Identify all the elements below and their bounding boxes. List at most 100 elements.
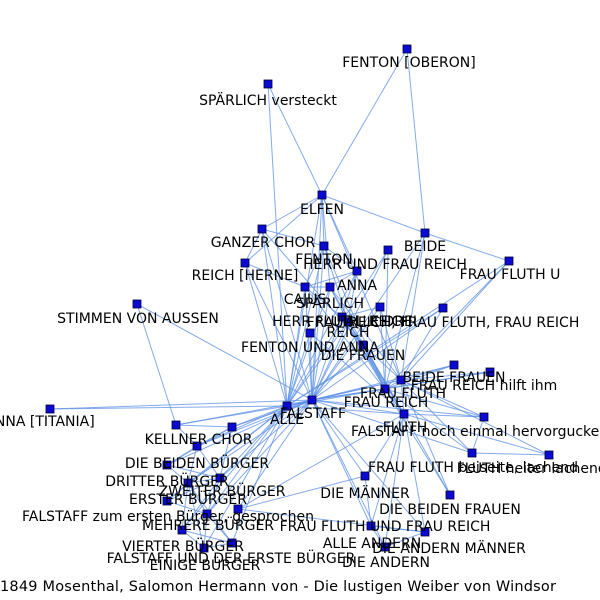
edge-falstaff_erste_burger-einige_burger (203, 542, 233, 549)
node-alle_andern (366, 521, 376, 531)
edge-die_beiden_burger-erster_burger (187, 445, 198, 484)
node-sparlich_versteckt (263, 79, 273, 89)
edge-falstaff-alle_andern (311, 399, 372, 527)
edge-frau_reich_fluth-frau_fluth (400, 307, 444, 381)
edge-die_beiden_burger-dritter_burger (166, 445, 198, 466)
node-label-falstaff_ersten: FALSTAFF zum ersten Bürger, gesprochen (22, 509, 314, 525)
node-anna (352, 266, 362, 276)
edge-frau_fluth-fluth_beiseite (400, 379, 473, 454)
edge-alle_drei-falstaff (311, 306, 381, 401)
node-frau_fluth_u (504, 256, 514, 266)
node-label-reich_herne: REICH [HERNE] (192, 268, 299, 284)
node-label-die_andern: DIE ANDERN (342, 555, 430, 571)
node-label-frau_fluth_u: FRAU FLUTH U (460, 267, 561, 283)
edge-reich_herne-alle (244, 262, 288, 407)
edge-mehrere_burger-falstaff_erste_burger (206, 513, 233, 544)
node-label-einige_burger: EINIGE BÜRGER (150, 556, 261, 574)
node-layer (45, 44, 554, 553)
node-label-elfen: ELFEN (300, 202, 344, 218)
node-frau_fluth (396, 375, 406, 385)
node-label-fenton: FENTON (295, 252, 352, 268)
node-frau_reich (380, 384, 390, 394)
edge-reich-alle (286, 321, 349, 407)
edge-alle-die_beiden_burger (196, 405, 288, 447)
edge-fenton-anna (323, 245, 358, 272)
node-fluth_nach (544, 450, 554, 460)
node-label-anna_titania: ANNA [TITANIA] (0, 414, 95, 430)
edge-elfen-frau_fluth (321, 194, 402, 381)
node-label-fenton_anna: FENTON UND ANNA (241, 340, 379, 356)
edge-falstaff-frau_fluth_frau_reich (237, 399, 313, 510)
edge-dritter_burger-zweiter_burger (166, 464, 221, 479)
node-label-fluth: FLUTH (383, 420, 427, 436)
edge-die_frauen-falstaff (311, 344, 364, 401)
edge-falstaff-chor (231, 399, 313, 428)
edge-die_andern_manner-die_andern (384, 531, 426, 548)
edge-frau_fluth_u-frau_fluth (400, 260, 510, 381)
node-frau_reich_fluth (438, 303, 448, 313)
edge-alle-falstaff_erste_burger (231, 405, 288, 544)
edge-fluth-die_andern (384, 413, 405, 548)
edge-anna-cajus (304, 270, 358, 288)
edge-anna-reich (347, 270, 358, 323)
node-label-reich: REICH (326, 325, 369, 341)
node-label-erster_burger: ERSTER BÜRGER (129, 490, 247, 508)
label-layer: FENTON [OBERON] SPÄRLICH versteckt ELFEN GA… (0, 55, 600, 574)
node-label-fluth_beiseite: FRAU FLUTH beiseite, lachend (368, 460, 578, 476)
node-stimmen (132, 299, 142, 309)
node-label-frau_reich: FRAU REICH (344, 395, 429, 411)
node-label-chor: CHOR (211, 432, 252, 448)
edge-reich_herne-cajus (244, 262, 306, 288)
node-alle (282, 401, 292, 411)
node-zweiter_burger (215, 473, 225, 483)
edge-erster_burger-mehrere_burger (187, 482, 208, 515)
node-die_beiden_burger (192, 441, 202, 451)
node-anna_titania (45, 404, 55, 414)
node-herr_fluth_reich (337, 312, 347, 322)
node-label-cajus: CAJUS (284, 292, 327, 308)
node-fluth_beiseite (467, 448, 477, 458)
node-die_frauen (358, 340, 368, 350)
edge-anna-falstaff (311, 270, 358, 401)
edge-sparlich-falstaff (311, 286, 331, 401)
node-falstaff (307, 395, 317, 405)
node-label-stimmen: STIMMEN VON AUSSEN (57, 311, 219, 327)
edge-falstaff-falstaff_hervor (311, 399, 485, 418)
edge-alle-mehrere_burger (206, 405, 288, 515)
edge-falstaff-die_andern_manner (311, 399, 426, 533)
node-frau_reich_hilft (485, 367, 495, 377)
edge-falstaff_hervor-fluth_beiseite (471, 416, 485, 454)
node-label-fluth_nach: FLUTH heiter lachend nach (457, 461, 600, 477)
node-kellner (171, 420, 181, 430)
node-cajus (300, 282, 310, 292)
node-label-alle_andern: ALLE ANDERN (323, 536, 421, 552)
node-chor (227, 422, 237, 432)
edge-herr_fluth_reich-alle_drei (341, 306, 381, 318)
edge-beide_frauen-falstaff (311, 364, 455, 401)
edge-elfen-beide (321, 194, 426, 234)
node-falstaff_ersten (162, 496, 172, 506)
edge-frau_reich_hilft-frau_fluth (400, 371, 491, 381)
edge-die_manner-alle_andern (364, 475, 372, 527)
node-label-ganzer_chor: GANZER CHOR (211, 235, 316, 251)
edge-frau_fluth-fluth (400, 379, 405, 415)
node-label-frau_fluth_frau_reich: FRAU FLUTH UND FRAU REICH (280, 519, 491, 535)
edge-elfen-alle (286, 194, 323, 407)
node-die_beiden_frauen (445, 490, 455, 500)
node-sparlich (325, 282, 335, 292)
edge-reich-frau_reich (347, 321, 386, 390)
edge-frau_reich-die_beiden_frauen (384, 388, 451, 496)
node-label-die_manner: DIE MÄNNER (320, 484, 410, 502)
node-elfen (317, 190, 327, 200)
edge-reich_herne-falstaff (244, 262, 313, 401)
node-label-falstaff_hervor: FALSTAFF noch einmal hervorguckend (351, 424, 600, 440)
edge-fluth-fluth_nach (403, 413, 550, 456)
edge-frau_reich-falstaff_hervor (384, 388, 485, 418)
edge-fenton_oberon-elfen (321, 48, 408, 196)
node-herr_frau_reich (383, 245, 393, 255)
node-label-frau_fluth: FRAU FLUTH (360, 386, 446, 402)
node-dritter_burger (162, 460, 172, 470)
edge-falstaff-fluth (311, 399, 405, 415)
edge-frau_reich_fluth-alle (286, 307, 444, 407)
